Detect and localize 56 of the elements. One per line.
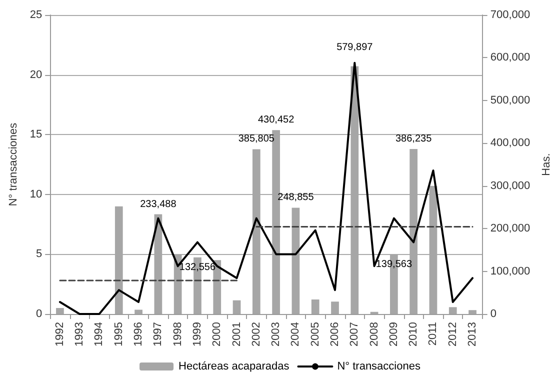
y-tick-label: 15: [30, 128, 42, 141]
data-label: 386,235: [396, 134, 432, 145]
y-axis-title: N° transacciones: [8, 122, 20, 206]
x-tick-label: 2010: [408, 322, 420, 346]
bar: [56, 308, 64, 314]
x-tick-label: 1998: [172, 322, 184, 346]
data-label: 132,556: [179, 262, 216, 273]
bar: [331, 302, 339, 314]
y2-tick-label: 400,000: [490, 137, 530, 150]
x-tick-label: 2008: [368, 322, 380, 346]
x-tick-label: 2004: [290, 322, 302, 346]
y-tick-label: 0: [36, 308, 42, 320]
y2-tick-label: 700,000: [490, 9, 530, 21]
x-tick-label: 2007: [348, 322, 361, 346]
x-tick-label: 1997: [152, 322, 164, 346]
y2-axis-title: Has.: [540, 153, 552, 176]
x-tick-label: 2013: [466, 322, 479, 346]
x-tick-label: 2006: [328, 322, 341, 346]
x-tick-label: 2012: [446, 322, 459, 346]
y-tick-label: 10: [30, 188, 42, 200]
legend-label: N° transacciones: [337, 360, 421, 372]
y2-tick-label: 200,000: [490, 222, 530, 235]
x-tick-label: 1992: [54, 322, 66, 346]
y2-tick-label: 100,000: [490, 265, 530, 278]
bar: [134, 310, 142, 314]
data-label: 139,563: [376, 258, 412, 270]
y2-tick-label: 0: [490, 308, 496, 320]
x-tick-label: 1995: [112, 322, 125, 346]
bar: [448, 307, 457, 314]
x-tick-label: 1996: [132, 322, 145, 346]
x-tick-label: 2000: [211, 322, 224, 346]
bar: [311, 299, 320, 314]
x-tick-label: 1999: [191, 322, 204, 346]
x-tick-label: 2005: [309, 322, 322, 346]
x-tick-label: 2009: [388, 322, 400, 346]
data-label: 248,855: [278, 192, 314, 204]
y2-tick-label: 600,000: [490, 52, 530, 64]
line-series: [58, 62, 474, 315]
data-label: 579,897: [336, 42, 374, 53]
x-tick-label: 2002: [250, 322, 262, 346]
x-tick-label: 2001: [230, 322, 243, 346]
x-tick-label: 1993: [74, 322, 86, 346]
x-tick-label: 1994: [93, 322, 106, 346]
data-label: 430,452: [258, 114, 295, 126]
y2-tick-label: 500,000: [490, 94, 530, 106]
y-tick-label: 25: [30, 9, 42, 21]
bar: [232, 300, 241, 314]
bar: [468, 310, 476, 314]
legend-label: Hectáreas acaparadas: [178, 360, 290, 372]
y-tick-label: 20: [30, 68, 42, 81]
x-tick-label: 2011: [427, 322, 440, 346]
y-tick-label: 5: [36, 248, 42, 260]
data-label: 233,488: [140, 198, 177, 210]
x-tick-label: 2003: [270, 322, 282, 346]
data-label: 385,805: [238, 134, 275, 145]
y2-tick-label: 300,000: [490, 180, 530, 192]
